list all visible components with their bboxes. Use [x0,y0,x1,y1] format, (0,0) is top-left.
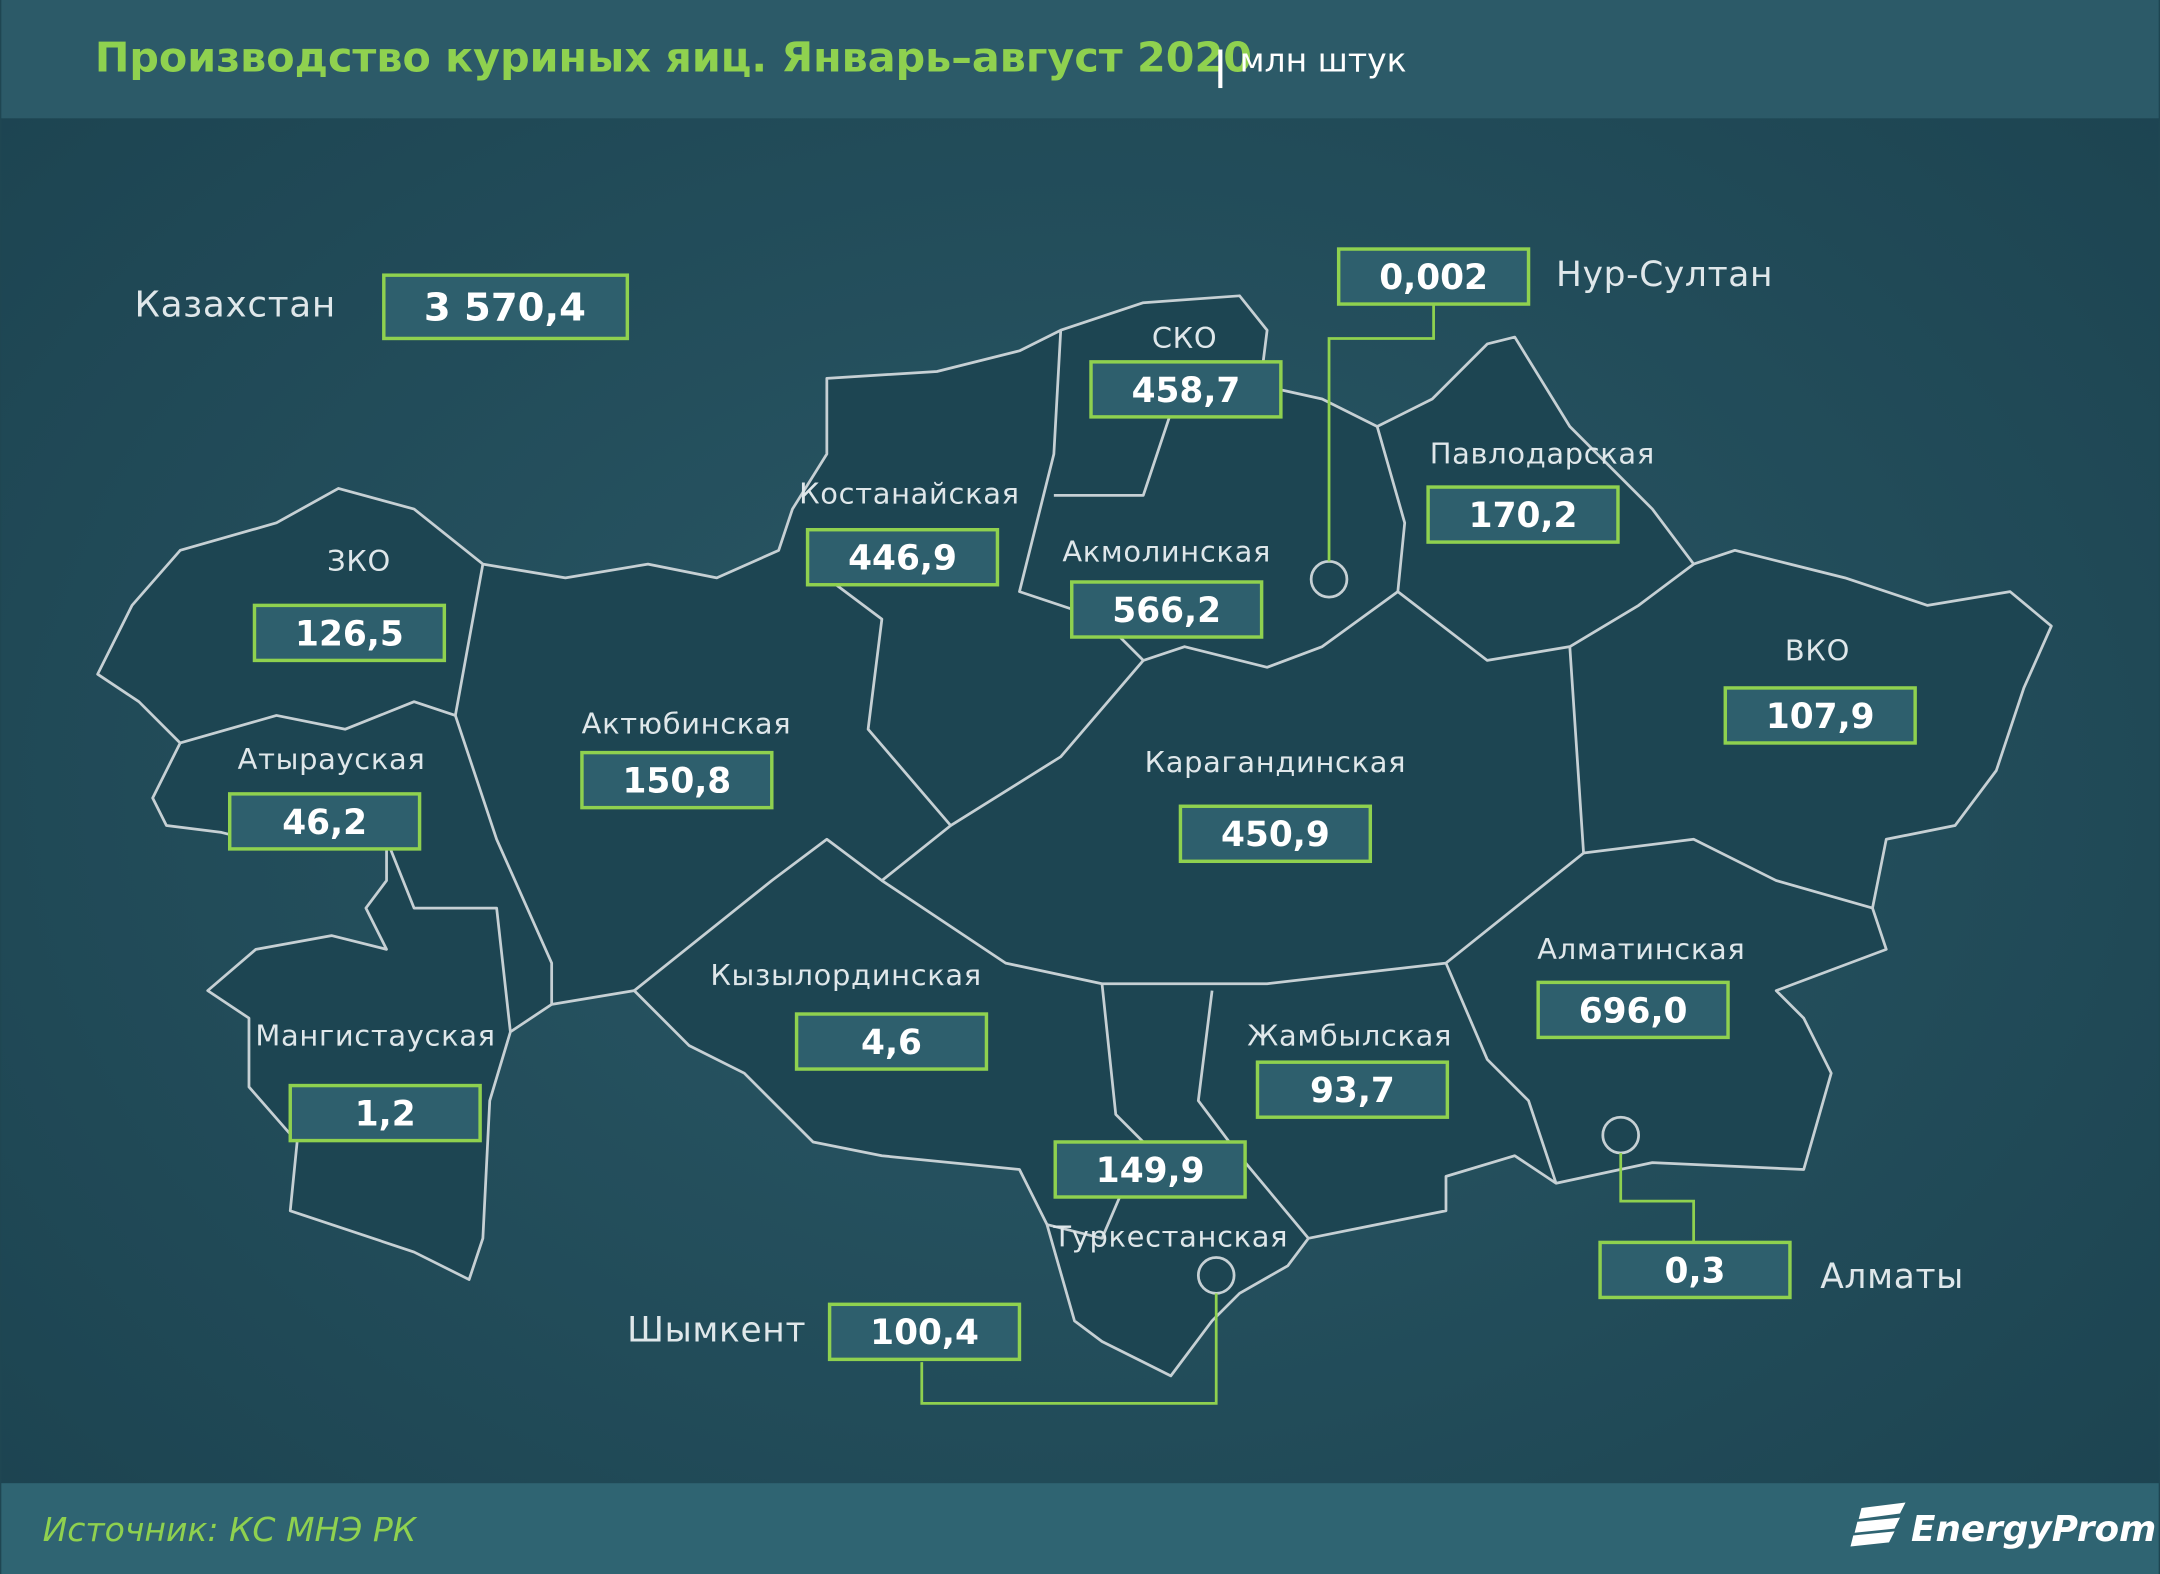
country-outline [96,294,2053,1378]
region-value: 0,3 [1665,1251,1726,1291]
total-label: Казахстан [135,284,336,325]
region-value: 150,8 [623,762,732,802]
value-box [805,527,1000,587]
total-value: 3 570,4 [424,286,586,331]
region-value: 46,2 [282,803,367,843]
region-name: СКО [1152,321,1217,355]
region-value: 458,7 [1132,371,1241,411]
region-border [454,715,554,1005]
region-value: 450,9 [1221,815,1330,855]
region-labels: Нур-Султан 0,002 СКО 458,7 Павлодарская 170,2… [227,247,1964,1362]
connector [1619,1152,1696,1243]
region-value: 696,0 [1579,991,1688,1031]
total-box [382,273,630,341]
value-box [227,792,422,851]
region-border [385,838,512,1033]
region-value: 149,9 [1096,1151,1205,1191]
region-value: 170,2 [1469,496,1578,536]
region-name: Нур-Султан [1556,255,1773,295]
region-name: ЗКО [327,544,391,578]
region-value: 1,2 [355,1094,416,1134]
region-border [179,563,485,745]
region-name: Актюбинская [582,706,792,740]
unit: млн штук [1240,41,1407,80]
region-border [881,851,1585,986]
region-name: Алматы [1820,1257,1964,1297]
source: Источник: КС МНЭ РК [43,1510,418,1549]
value-box [1426,485,1620,544]
footer-band [1,1483,2159,1574]
region-name: Кызылординская [710,958,982,992]
region-border [1196,990,1310,1240]
region-border [1142,590,1399,669]
region-name: ВКО [1785,633,1850,667]
value-box [252,603,447,663]
region-value: 93,7 [1310,1071,1395,1111]
value-box [1053,1140,1247,1199]
value-box [1723,686,1917,745]
region-name: Мангистауская [255,1019,495,1053]
logo-text: EnergyProm [1911,1509,2156,1550]
value-box [1536,980,1730,1040]
region-border [1568,646,1873,910]
region-border [1444,962,1558,1184]
value-box [1255,1060,1450,1119]
region-value: 0,002 [1379,258,1488,298]
region-border [1375,426,1695,662]
region-name: Акмолинская [1062,534,1271,568]
title: Производство куриных яиц. Январь–август … [95,34,1252,82]
logo: EnergyProm [1850,1502,2156,1550]
connector [1327,305,1435,562]
region-name: Алматинская [1537,932,1745,966]
region-name: Жамбылская [1247,1019,1452,1053]
logo-icon [1850,1502,1906,1547]
region-value: 566,2 [1112,591,1221,631]
value-box [288,1083,482,1143]
region-value: 100,4 [870,1313,979,1353]
value-box [1070,580,1264,639]
value-box [580,750,774,810]
region-value: 107,9 [1766,697,1875,737]
connector [920,1293,1218,1405]
value-box [1178,804,1373,864]
region-value: 446,9 [848,539,957,579]
region-name: Костанайская [799,477,1020,511]
map [96,294,2053,1405]
value-box [794,1012,989,1071]
region-name: Атырауская [238,742,426,776]
region-border [633,576,953,992]
value-box [1598,1240,1792,1300]
value-box [1089,360,1283,419]
region-name: Карагандинская [1145,745,1407,779]
region-name: Туркестанская [1052,1220,1288,1254]
header-band [1,0,2159,119]
region-name: Павлодарская [1430,437,1655,471]
value-box [827,1302,1022,1362]
region-value: 4,6 [861,1023,922,1063]
value-box [1336,247,1531,306]
region-value: 126,5 [295,614,404,654]
region-name: Шымкент [627,1310,806,1350]
